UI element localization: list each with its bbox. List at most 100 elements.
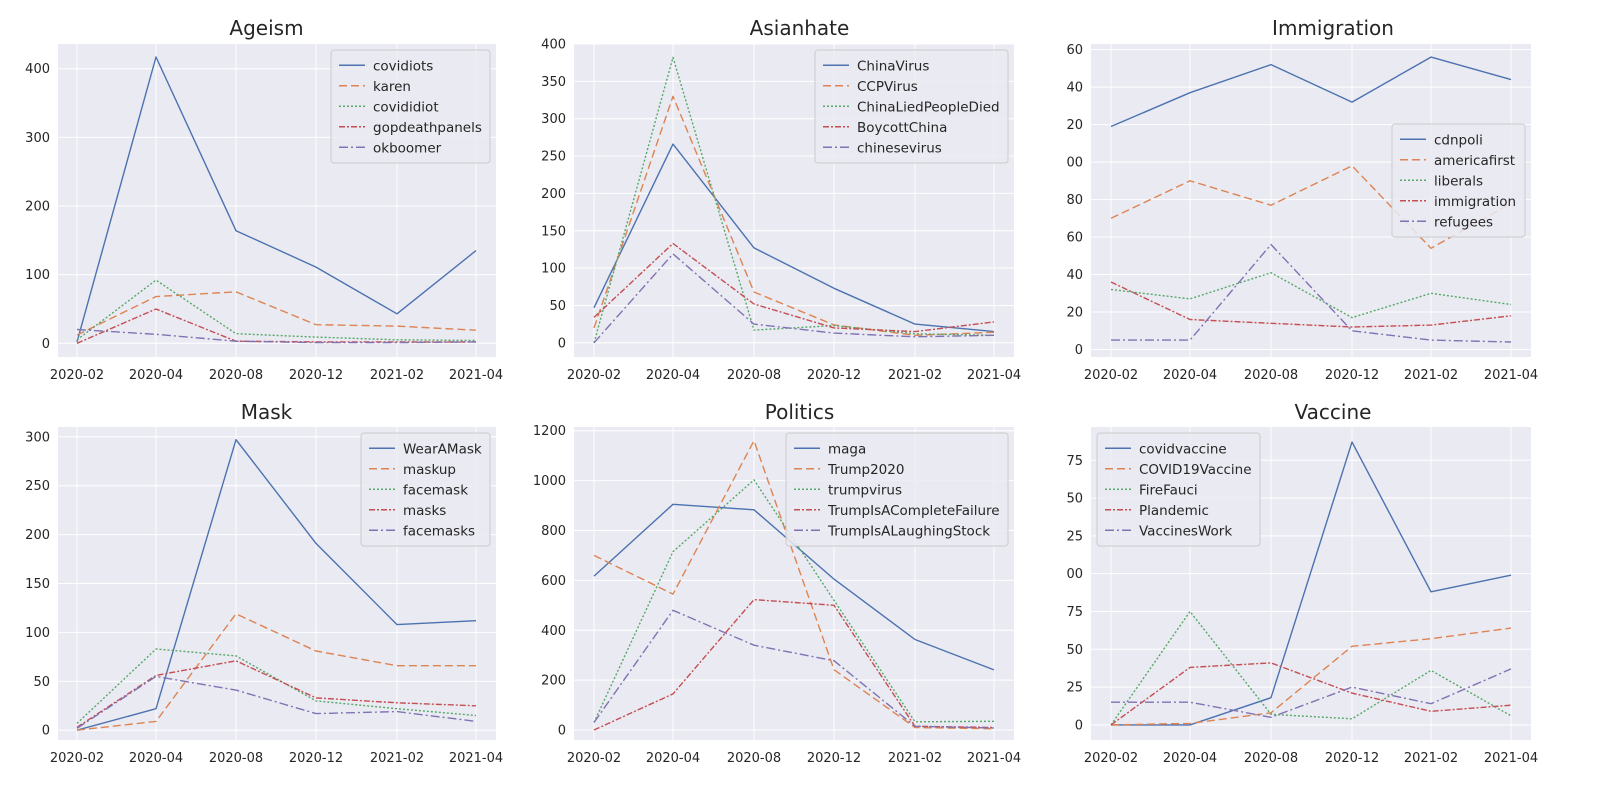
x-tick-label: 2021-04 <box>967 751 1021 766</box>
y-tick-label: 150 <box>541 224 566 239</box>
x-tick-label: 2020-04 <box>646 368 700 383</box>
legend-label-VaccinesWork: VaccinesWork <box>1139 523 1232 539</box>
x-tick-label: 2020-12 <box>289 751 343 766</box>
legend-label-cdnpoli: cdnpoli <box>1434 132 1483 148</box>
legend: maga Trump2020 trumpvirus TrumpIsACompleteF… <box>785 432 1009 547</box>
x-tick-label: 2020-08 <box>727 751 781 766</box>
y-tick-label: 0 <box>1075 343 1083 358</box>
y-tick-label: 0 <box>558 724 566 739</box>
legend-label-facemasks: facemasks <box>403 523 475 539</box>
chart-panel-mask: Mask 0 50 100 150 200 250 300 2020-02 2020-04 202… <box>0 400 533 800</box>
y-tick-label: 100 <box>25 268 50 283</box>
series-line-TrumpIsACompleteFailure <box>593 598 995 731</box>
series-line-VaccinesWork <box>1111 668 1512 718</box>
y-tick-label: 150 <box>1066 492 1083 507</box>
chart-plot-vaccine: 0 25 50 75 100 125 150 175 2020-02 2020-04 2020-08… <box>1066 427 1538 766</box>
x-tick-label: 2020-08 <box>1244 368 1298 383</box>
y-tick-label: 0 <box>42 724 50 739</box>
chart-plot-politics: 0 200 400 600 800 1000 1200 2020-02 2020-04 2020-… <box>533 424 1021 766</box>
y-tick-label: 50 <box>549 299 566 314</box>
legend-label-maskup: maskup <box>403 462 456 478</box>
legend-label-gopdeathpanels: gopdeathpanels <box>373 120 482 136</box>
series-line-Trump2020 <box>593 440 995 730</box>
legend-label-karen: karen <box>373 79 411 95</box>
x-tick-label: 2021-04 <box>967 368 1021 383</box>
series-line-karen <box>76 291 477 336</box>
chart-title: Ageism <box>229 16 304 40</box>
y-tick-label: 600 <box>541 574 566 589</box>
legend-box <box>360 432 491 547</box>
y-tick-label: 200 <box>541 674 566 689</box>
y-tick-label: 0 <box>1075 718 1083 733</box>
y-tick-label: 0 <box>558 336 566 351</box>
series-line-CCPVirus <box>593 95 995 336</box>
legend-label-maga: maga <box>828 441 866 457</box>
y-tick-label: 20 <box>1066 306 1083 321</box>
y-tick-label: 150 <box>25 577 50 592</box>
x-tick-label: 2020-12 <box>289 368 343 383</box>
x-tick-label: 2021-02 <box>888 751 942 766</box>
x-tick-label: 2021-04 <box>1484 751 1538 766</box>
series-line-covididiot <box>76 279 477 342</box>
x-tick-label: 2020-08 <box>727 368 781 383</box>
series-line-masks <box>76 660 477 728</box>
y-tick-label: 25 <box>1066 681 1083 696</box>
chart-title: Politics <box>764 400 835 424</box>
legend-label-masks: masks <box>403 503 446 519</box>
x-tick-label: 2020-08 <box>1244 751 1298 766</box>
legend: cdnpoli americafirst liberals immigration re… <box>1391 123 1526 238</box>
x-tick-label: 2020-04 <box>646 751 700 766</box>
y-tick-label: 800 <box>541 524 566 539</box>
legend-box <box>1391 123 1526 238</box>
chart-panel-asianhate: Asianhate 0 50 100 150 200 250 300 350 400 2020-0… <box>533 0 1066 400</box>
x-tick-label: 2021-04 <box>1484 368 1538 383</box>
legend-label-Plandemic: Plandemic <box>1139 503 1209 519</box>
legend: ChinaVirus CCPVirus ChinaLiedPeopleDied Boy… <box>814 49 1009 164</box>
series-line-immigration <box>1110 281 1512 328</box>
x-tick-label: 2021-02 <box>370 751 424 766</box>
y-tick-label: 100 <box>1066 567 1083 582</box>
legend-label-liberals: liberals <box>1434 173 1483 189</box>
x-tick-label: 2020-02 <box>50 368 104 383</box>
y-tick-label: 250 <box>541 150 566 165</box>
chart-plot-asianhate: 0 50 100 150 200 250 300 350 400 2020-02 2020-04 20… <box>541 38 1021 384</box>
y-tick-label: 0 <box>42 337 50 352</box>
x-tick-label: 2021-02 <box>888 368 942 383</box>
chart-title: Mask <box>240 400 293 424</box>
legend-box <box>330 49 491 164</box>
legend-box <box>1096 432 1261 547</box>
y-tick-label: 125 <box>1066 529 1083 544</box>
y-tick-label: 75 <box>1066 605 1083 620</box>
y-tick-label: 160 <box>1066 43 1083 58</box>
y-tick-label: 80 <box>1066 193 1083 208</box>
y-tick-label: 100 <box>25 626 50 641</box>
y-tick-label: 1200 <box>533 424 566 439</box>
legend-label-facemask: facemask <box>403 482 468 498</box>
series-line-WearAMask <box>76 439 477 731</box>
legend-label-COVID19Vaccine: COVID19Vaccine <box>1139 462 1252 478</box>
x-tick-label: 2020-12 <box>1325 368 1379 383</box>
y-tick-label: 200 <box>25 199 50 214</box>
x-tick-label: 2020-08 <box>209 751 263 766</box>
x-tick-label: 2021-02 <box>1404 751 1458 766</box>
series-line-facemasks <box>76 675 477 729</box>
x-tick-label: 2020-12 <box>807 368 861 383</box>
legend-label-TrumpIsACompleteFailure: TrumpIsACompleteFailure <box>827 503 1000 519</box>
x-tick-label: 2020-12 <box>1325 751 1379 766</box>
legend-label-covididiot: covididiot <box>373 99 439 115</box>
x-tick-label: 2020-02 <box>567 751 621 766</box>
series-line-refugees <box>1111 243 1512 343</box>
series-line-Plandemic <box>1110 662 1512 726</box>
x-tick-label: 2021-04 <box>449 751 503 766</box>
chart-title: Vaccine <box>1294 400 1372 424</box>
legend-label-FireFauci: FireFauci <box>1139 482 1198 498</box>
series-line-cdnpoli <box>1110 56 1512 128</box>
chart-title: Asianhate <box>749 16 850 40</box>
y-tick-label: 60 <box>1066 231 1083 246</box>
y-tick-label: 300 <box>541 112 566 127</box>
x-tick-label: 2020-04 <box>1163 368 1217 383</box>
legend-label-WearAMask: WearAMask <box>403 441 482 457</box>
chart-title: Immigration <box>1272 16 1394 40</box>
legend-box <box>814 49 1009 164</box>
legend-label-chinesevirus: chinesevirus <box>857 140 942 156</box>
